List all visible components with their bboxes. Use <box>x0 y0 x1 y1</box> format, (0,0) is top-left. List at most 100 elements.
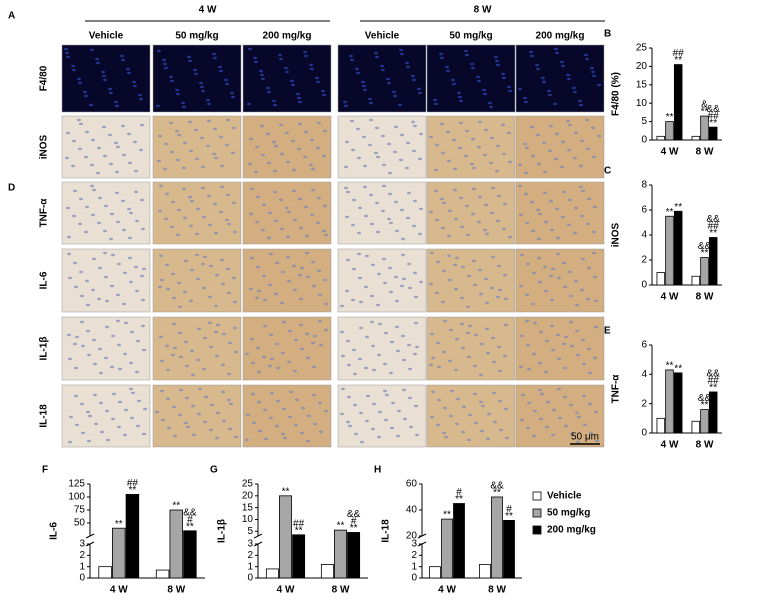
nucleus <box>472 187 476 191</box>
nucleus <box>104 275 108 279</box>
nucleus <box>323 129 327 133</box>
nucleus <box>573 231 577 235</box>
nucleus <box>481 404 485 408</box>
nucleus <box>79 270 83 274</box>
column-label: Vehicle <box>365 31 400 42</box>
micrograph <box>337 384 427 448</box>
bar <box>183 530 197 579</box>
nucleus <box>351 298 355 302</box>
nucleus <box>492 391 496 395</box>
significance-mark: # <box>456 487 462 498</box>
nucleus <box>482 88 486 92</box>
nucleus <box>582 362 586 366</box>
nucleus <box>363 88 367 92</box>
nucleus <box>75 423 79 427</box>
nucleus <box>307 414 311 418</box>
nucleus <box>227 398 231 402</box>
nucleus <box>287 279 291 283</box>
nucleus <box>473 392 477 396</box>
column-label: 200 mg/kg <box>263 31 312 42</box>
micrograph <box>515 181 605 245</box>
nucleus <box>224 78 228 82</box>
nucleus <box>495 169 499 173</box>
nucleus <box>362 84 366 88</box>
nucleus <box>259 69 263 73</box>
nucleus <box>141 227 145 231</box>
nucleus <box>191 404 195 408</box>
nucleus <box>356 71 360 75</box>
nucleus <box>593 275 597 279</box>
nucleus <box>108 133 112 137</box>
nucleus <box>412 78 416 82</box>
micrograph <box>242 384 332 448</box>
nucleus <box>129 361 133 365</box>
nucleus <box>496 144 500 148</box>
micrograph <box>426 44 516 113</box>
nucleus <box>466 233 470 237</box>
nucleus <box>357 231 361 235</box>
nucleus <box>485 301 489 305</box>
nucleus <box>430 332 434 336</box>
nucleus <box>401 253 405 257</box>
nucleus <box>407 191 411 195</box>
nucleus <box>184 340 188 344</box>
bar <box>112 527 126 579</box>
nucleus <box>584 53 588 57</box>
nucleus <box>382 184 386 188</box>
nucleus <box>206 144 210 148</box>
nucleus <box>246 413 250 417</box>
nucleus <box>157 159 161 163</box>
nucleus <box>79 122 83 126</box>
nucleus <box>363 164 367 168</box>
nucleus <box>311 167 315 171</box>
nucleus <box>352 198 356 202</box>
nucleus <box>440 56 444 60</box>
nucleus <box>262 274 266 278</box>
nucleus <box>543 170 547 174</box>
x-tick-label: 8 W <box>167 585 185 596</box>
nucleus <box>371 427 375 431</box>
nucleus <box>122 302 126 306</box>
nucleus <box>353 403 357 407</box>
significance-mark: ## <box>708 221 720 232</box>
nucleus <box>245 438 249 442</box>
nucleus <box>387 142 391 146</box>
nucleus <box>395 325 399 329</box>
nucleus <box>284 66 288 70</box>
nucleus <box>376 155 380 159</box>
nucleus <box>478 120 482 124</box>
nucleus <box>201 262 205 266</box>
nucleus <box>158 285 162 289</box>
nucleus <box>406 216 410 220</box>
nucleus <box>137 399 141 403</box>
nucleus <box>85 279 89 283</box>
nucleus <box>310 213 314 217</box>
nucleus <box>79 197 83 201</box>
nucleus <box>452 82 456 86</box>
nucleus <box>159 184 163 188</box>
nucleus <box>414 404 418 408</box>
group-label: 8 W <box>474 5 492 16</box>
nucleus <box>536 67 540 71</box>
nucleus <box>557 387 561 391</box>
nucleus <box>449 328 453 332</box>
nucleus <box>67 252 71 256</box>
nucleus <box>69 415 73 419</box>
nucleus <box>160 389 164 393</box>
nucleus <box>461 346 465 350</box>
legend-swatch <box>532 508 542 518</box>
nucleus <box>556 236 560 240</box>
nucleus <box>273 169 277 173</box>
nucleus <box>380 64 384 68</box>
nucleus <box>345 289 349 293</box>
nucleus <box>293 369 297 373</box>
significance-mark: ** <box>701 107 709 118</box>
row-label: IL-6 <box>39 271 50 289</box>
nucleus <box>394 200 398 204</box>
nucleus <box>508 89 512 93</box>
nucleus <box>575 329 579 333</box>
nucleus <box>225 218 229 222</box>
nucleus <box>204 395 208 399</box>
y-axis-label: IL-6 <box>49 522 60 540</box>
nucleus <box>221 282 225 286</box>
